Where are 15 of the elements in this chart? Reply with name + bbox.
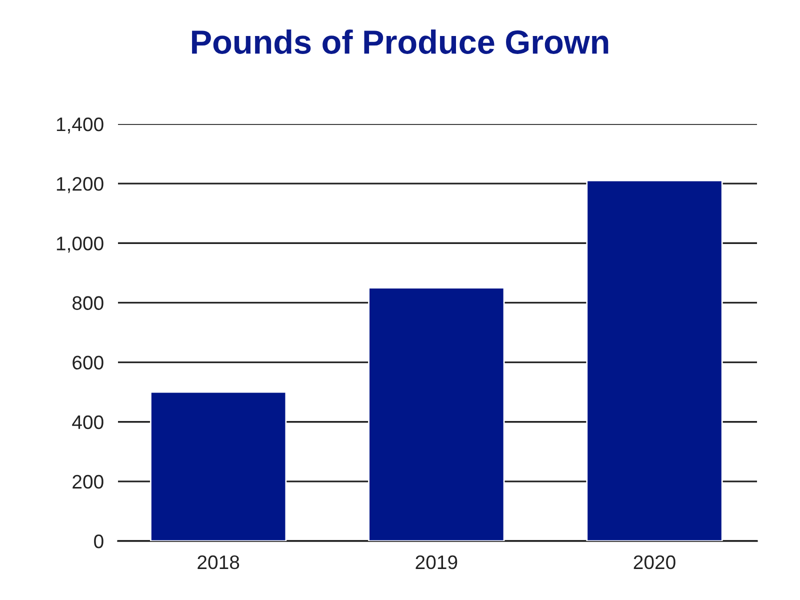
y-tick-label: 1,000 [56,236,104,253]
y-tick-label: 1,400 [56,117,104,134]
bar [368,287,505,541]
y-tick-label: 0 [94,534,104,548]
y-tick-label: 600 [72,356,104,370]
x-tick-label: 2020 [634,555,676,570]
y-tick-label: 400 [72,415,104,430]
x-tick-label: 2018 [198,555,240,570]
chart-title: Pounds of Produce Grown [192,29,608,54]
y-tick-label: 800 [72,296,104,310]
x-tick-label: 2019 [416,555,458,570]
y-tick-label: 1,200 [56,177,104,194]
bar [586,180,723,541]
bar [150,391,287,541]
y-tick-label: 200 [72,474,104,489]
